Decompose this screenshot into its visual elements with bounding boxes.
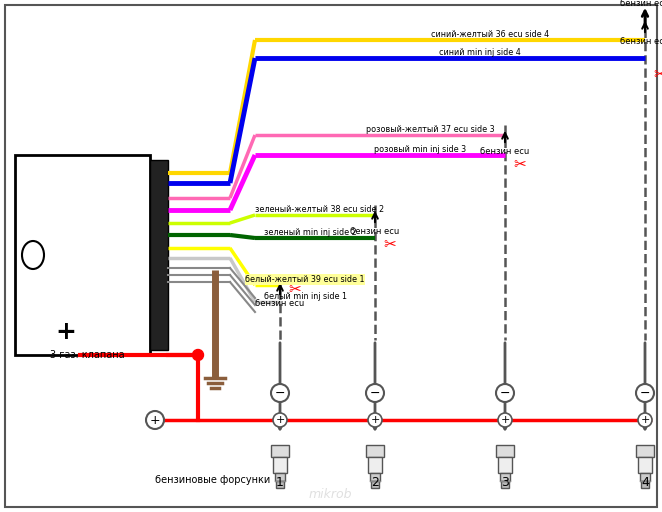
Circle shape (271, 384, 289, 402)
Text: +: + (370, 415, 380, 425)
Text: 3: 3 (501, 477, 509, 489)
Text: 4: 4 (641, 477, 649, 489)
Text: −: − (639, 387, 650, 399)
Text: бензин ecu: бензин ecu (481, 147, 530, 156)
Text: зеленый min inj side 2: зеленый min inj side 2 (263, 228, 356, 237)
Circle shape (273, 413, 287, 427)
Circle shape (638, 413, 652, 427)
FancyBboxPatch shape (368, 457, 382, 473)
FancyBboxPatch shape (370, 473, 380, 481)
Text: ✂: ✂ (383, 238, 397, 252)
Text: белый min inj side 1: белый min inj side 1 (263, 292, 346, 301)
Text: +: + (640, 415, 649, 425)
FancyBboxPatch shape (276, 481, 284, 488)
Text: −: − (275, 387, 285, 399)
Circle shape (146, 411, 164, 429)
Text: бензиновые форсунки: бензиновые форсунки (155, 475, 270, 485)
Text: +: + (55, 320, 76, 344)
Text: 3 газ. клапана: 3 газ. клапана (50, 350, 124, 360)
FancyBboxPatch shape (498, 457, 512, 473)
Bar (150, 160, 168, 350)
FancyBboxPatch shape (501, 481, 509, 488)
FancyBboxPatch shape (371, 481, 379, 488)
Text: mikrob: mikrob (308, 488, 352, 501)
Text: −: − (370, 387, 380, 399)
Text: +: + (275, 415, 285, 425)
Text: синий-желтый 36 ecu side 4: синий-желтый 36 ecu side 4 (431, 30, 549, 39)
FancyBboxPatch shape (271, 445, 289, 457)
Ellipse shape (22, 241, 44, 269)
Circle shape (636, 384, 654, 402)
Text: белый-желтый 39 ecu side 1: белый-желтый 39 ecu side 1 (245, 275, 365, 284)
FancyBboxPatch shape (366, 445, 384, 457)
Text: синий min inj side 4: синий min inj side 4 (439, 48, 521, 57)
Text: −: − (500, 387, 510, 399)
Text: бензин ecu: бензин ecu (256, 299, 305, 308)
Text: ✂: ✂ (653, 68, 662, 82)
FancyBboxPatch shape (273, 457, 287, 473)
Text: +: + (500, 415, 510, 425)
FancyBboxPatch shape (275, 473, 285, 481)
Text: розовый-желтый 37 ecu side 3: розовый-желтый 37 ecu side 3 (365, 125, 495, 134)
Circle shape (193, 350, 203, 360)
FancyBboxPatch shape (638, 457, 652, 473)
Text: бензин ecu: бензин ecu (620, 37, 662, 46)
Circle shape (496, 384, 514, 402)
Text: зеленый-желтый 38 ecu side 2: зеленый-желтый 38 ecu side 2 (256, 205, 385, 214)
Circle shape (498, 413, 512, 427)
FancyBboxPatch shape (636, 445, 654, 457)
Text: бензин ecu: бензин ecu (620, 0, 662, 8)
FancyBboxPatch shape (496, 445, 514, 457)
FancyBboxPatch shape (641, 481, 649, 488)
Circle shape (368, 413, 382, 427)
FancyBboxPatch shape (500, 473, 510, 481)
Text: розовый min inj side 3: розовый min inj side 3 (374, 145, 466, 154)
Text: 1: 1 (276, 477, 284, 489)
Text: бензин ecu: бензин ecu (350, 227, 400, 236)
Bar (15, 155, 150, 355)
FancyBboxPatch shape (640, 473, 650, 481)
Text: +: + (150, 414, 160, 426)
Text: ✂: ✂ (514, 158, 526, 173)
Text: ✂: ✂ (289, 283, 301, 297)
Text: 2: 2 (371, 477, 379, 489)
Circle shape (366, 384, 384, 402)
